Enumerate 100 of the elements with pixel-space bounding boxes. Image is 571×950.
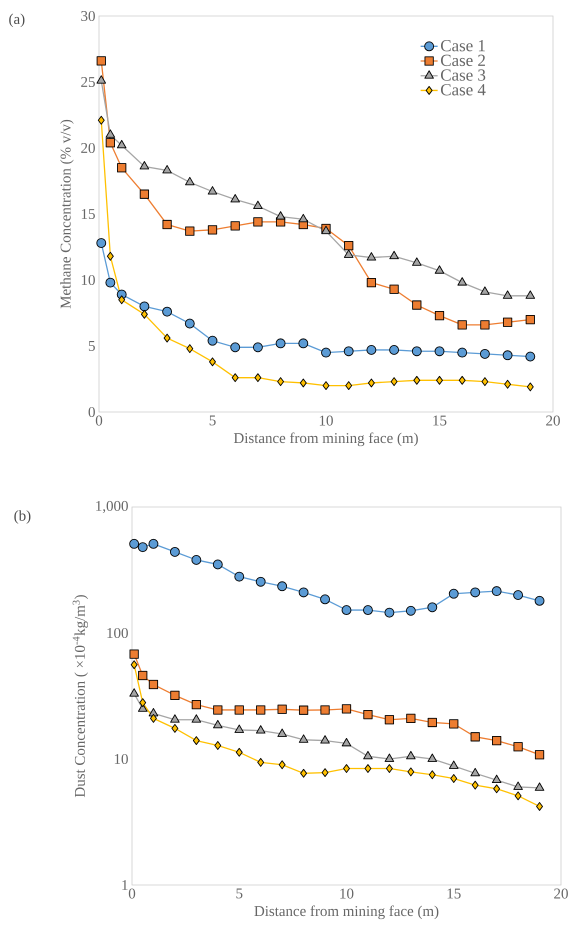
x-tick-label: 20 [554,888,568,899]
point [256,705,266,715]
point [298,338,308,348]
y-tick-label: 25 [81,76,95,88]
point [252,342,263,352]
point [448,588,459,599]
x-tick-label: 15 [448,888,461,899]
point [406,714,416,724]
point [407,767,414,776]
point [192,736,200,746]
point [209,357,216,366]
y-tick-label: 30 [81,10,95,22]
point [322,381,330,390]
x-tick-label: 15 [433,416,446,426]
point [117,163,126,172]
point [130,649,139,659]
point [298,214,308,222]
y-tick-label: 10 [114,754,128,764]
point [458,320,467,330]
point [504,380,512,389]
point [320,594,330,604]
point [230,221,240,231]
point [412,257,422,266]
point [386,764,393,773]
point [492,736,502,746]
y-tick-label: 0 [88,406,95,418]
point [344,346,354,356]
point [106,252,114,261]
point [278,760,286,770]
point [428,754,438,762]
point [470,732,480,742]
point [526,290,536,299]
y-tick-label: 20 [81,142,95,154]
point [234,705,244,715]
x-tick-label: 5 [236,888,242,898]
point [368,378,375,388]
point [412,346,422,356]
point [130,660,138,670]
point [185,176,195,186]
point [96,75,106,84]
point [256,725,266,734]
point [502,350,513,360]
point [192,700,201,710]
point [436,376,443,385]
point [342,605,352,616]
point [105,278,116,288]
x-tick-label: 0 [128,888,136,899]
point [342,704,352,714]
point [389,250,399,260]
point [253,200,263,210]
point [129,538,140,549]
point [214,741,222,750]
point [470,587,480,598]
point [363,750,373,760]
point [534,782,544,791]
x-axis-title: Distance from mining face (m) [254,905,438,920]
point [344,241,354,250]
y-tick-label: 15 [82,208,95,219]
point [534,596,544,606]
point [513,782,523,790]
legend-label: Case 3 [440,69,486,81]
point [148,680,158,690]
point [526,382,534,392]
point [234,572,244,582]
point [493,784,500,794]
point [277,581,288,592]
point [253,217,263,227]
point [428,770,436,780]
point [345,381,352,390]
y-tick-label: 5 [88,341,95,351]
point [208,336,218,346]
point [96,56,106,66]
point [277,728,287,737]
point [278,704,287,714]
point [162,165,172,174]
point [277,377,284,386]
point [257,758,264,767]
point [513,742,523,752]
point [502,290,512,299]
point [213,720,223,728]
point [343,764,350,773]
point [232,373,239,382]
point [384,754,394,762]
point [256,576,266,587]
point [170,714,180,723]
point [140,161,150,170]
point [138,542,148,552]
point [276,211,286,220]
point [191,555,202,565]
point [140,190,150,199]
legend-label: Case 4 [440,84,486,96]
point [457,348,468,358]
point [208,225,218,234]
point [470,768,480,776]
point [300,768,308,778]
point [322,768,328,778]
point [212,560,223,570]
point [448,760,459,769]
point [366,252,376,260]
point [406,750,416,760]
